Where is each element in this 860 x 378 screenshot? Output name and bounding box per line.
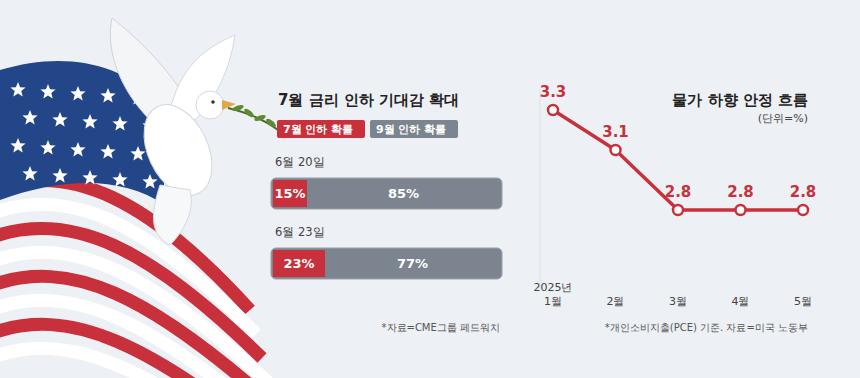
- category-label: 6월 23일: [275, 225, 325, 239]
- legend-swatch: [370, 120, 458, 138]
- dove-head: [196, 91, 224, 119]
- y-axis-line: [540, 90, 541, 290]
- annotation: *자료=CME그룹 페드워치: [382, 322, 501, 333]
- legend-label: 7월 인하 확률: [283, 123, 353, 136]
- line-chart: 물가 하향 안정 흐름(단위=%)3.33.12.82.82.82025년1월2…: [534, 83, 817, 333]
- dove-tail: [153, 185, 191, 245]
- x-tick-label: 2025년1월: [534, 281, 573, 308]
- line: [553, 110, 803, 210]
- canvas: 7월 금리 인하 기대감 확대 7월 인하 확률 9월 인하 확률 6월 20일 15%…: [0, 0, 860, 378]
- bar-marks: [273, 180, 500, 207]
- legend-item: 9월 인하 확률: [370, 120, 458, 138]
- x-tick-label: 2월: [607, 295, 625, 308]
- olive-leaf: [254, 114, 267, 123]
- dove-wing: [170, 35, 235, 120]
- x-tick-label-line: 2025년: [534, 281, 573, 294]
- x-tick-label: 4월: [732, 295, 750, 308]
- bar-track: [271, 248, 502, 279]
- subtitle: (단위=%): [758, 112, 808, 125]
- flag-star: [52, 112, 67, 127]
- flag-stripe: [0, 348, 292, 378]
- flag-star: [112, 116, 127, 131]
- data-label: 15%: [274, 186, 305, 201]
- bar-segment: [325, 250, 500, 277]
- bar-segment: [307, 180, 500, 207]
- x-tick-label-line: 1월: [544, 295, 562, 308]
- title: 7월 금리 인하 기대감 확대: [278, 91, 459, 109]
- flag-star: [52, 168, 67, 183]
- marker: [673, 205, 683, 215]
- bar-segment: [273, 250, 325, 277]
- flag-star: [100, 88, 115, 103]
- olive-leaf: [265, 117, 277, 129]
- bar-segment: [273, 180, 307, 207]
- line-marks: [548, 105, 808, 215]
- marker: [798, 205, 808, 215]
- flag-star: [40, 140, 55, 155]
- category-label: 6월 20일: [275, 155, 325, 169]
- marker: [548, 105, 558, 115]
- annotation: *개인소비지출(PCE) 기준. 자료=미국 노동부: [605, 322, 808, 333]
- flag-star: [82, 170, 97, 185]
- olive-leaf: [243, 107, 255, 119]
- data-label: 2.8: [665, 183, 692, 201]
- data-label: 23%: [284, 256, 315, 271]
- bar-chart: 7월 금리 인하 기대감 확대 7월 인하 확률 9월 인하 확률 6월 20일 15%…: [271, 91, 502, 333]
- decoration: [0, 18, 292, 378]
- data-label: 3.3: [540, 83, 567, 101]
- flag-star: [40, 84, 55, 99]
- legend-item: 7월 인하 확률: [277, 120, 365, 138]
- dove-eye: [211, 100, 215, 104]
- flag-star: [10, 138, 25, 153]
- olive-leaf: [232, 104, 245, 113]
- x-tick-label: 3월: [669, 295, 687, 308]
- data-label: 3.1: [602, 123, 629, 141]
- flag-star: [10, 82, 25, 97]
- flag-star: [70, 142, 85, 157]
- flag-star: [130, 146, 145, 161]
- x-tick-label-line: 5월: [794, 295, 812, 308]
- legend-swatch: [277, 120, 365, 138]
- x-tick-label: 5월: [794, 295, 812, 308]
- flag-star: [70, 86, 85, 101]
- legend-label: 9월 인하 확률: [376, 123, 446, 136]
- flag-star: [112, 172, 127, 187]
- title: 물가 하향 안정 흐름: [672, 91, 808, 109]
- data-label: 2.8: [790, 183, 817, 201]
- marker: [611, 145, 621, 155]
- flag-star: [22, 110, 37, 125]
- data-label: 77%: [397, 256, 428, 271]
- chart-root: 7월 금리 인하 기대감 확대 7월 인하 확률 9월 인하 확률 6월 20일 15%…: [0, 0, 860, 378]
- flag-star: [82, 114, 97, 129]
- data-label: 85%: [388, 186, 419, 201]
- data-label: 2.8: [727, 183, 754, 201]
- flag-star: [22, 166, 37, 181]
- bar-marks: [273, 250, 500, 277]
- x-tick-label-line: 2월: [607, 295, 625, 308]
- flag-stripe: [0, 300, 280, 378]
- x-tick-label-line: 4월: [732, 295, 750, 308]
- olive-branch: [228, 108, 278, 130]
- flag-star: [100, 144, 115, 159]
- flag-star: [142, 174, 157, 189]
- x-tick-label-line: 3월: [669, 295, 687, 308]
- marker: [736, 205, 746, 215]
- bar-track: [271, 178, 502, 209]
